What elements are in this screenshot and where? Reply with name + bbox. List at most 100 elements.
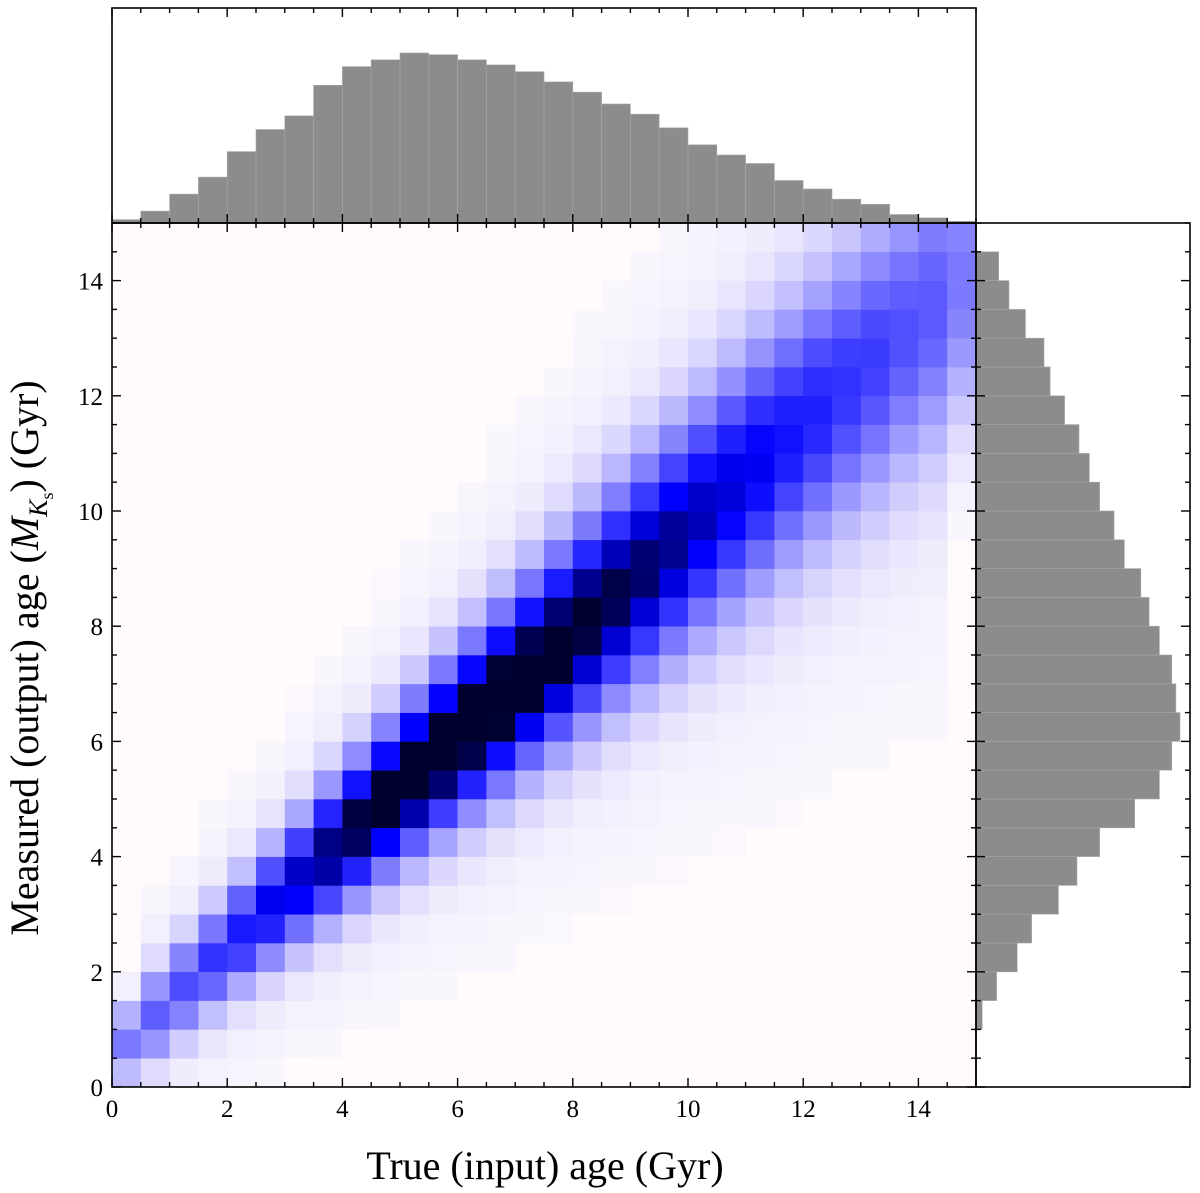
heatmap-cell — [601, 626, 631, 656]
heatmap-cell — [544, 482, 574, 512]
heatmap-cell — [630, 453, 660, 483]
heatmap-cell — [140, 885, 170, 915]
heatmap-cell — [169, 1058, 199, 1088]
tick-marks — [111, 8, 1190, 1088]
heatmap-cell — [284, 885, 314, 915]
heatmap-cell — [918, 223, 948, 253]
heatmap-cell — [832, 251, 862, 281]
heatmap-cell — [227, 827, 257, 857]
heatmap-cell — [889, 309, 919, 339]
heatmap-cell — [832, 280, 862, 310]
heatmap-cell — [803, 741, 833, 771]
heatmap-cell — [486, 799, 516, 829]
top-histogram-bar — [831, 198, 862, 224]
heatmap-cell — [457, 597, 487, 627]
heatmap-cell — [342, 799, 372, 829]
heatmap-cell — [803, 395, 833, 425]
heatmap-cell — [486, 943, 516, 973]
heatmap-cell — [832, 482, 862, 512]
heatmap-cell — [601, 712, 631, 742]
heatmap-cell — [774, 338, 804, 368]
right-histogram-bar — [975, 885, 1059, 915]
heatmap-cell — [803, 482, 833, 512]
heatmap-cell — [140, 943, 170, 973]
right-histogram-bar — [975, 568, 1142, 598]
heatmap-cell — [716, 280, 746, 310]
heatmap-cell — [342, 770, 372, 800]
heatmap-cell — [515, 626, 545, 656]
heatmap-cell — [256, 770, 286, 800]
heatmap-cell — [601, 655, 631, 685]
heatmap-cell — [313, 827, 343, 857]
heatmap-cell — [169, 914, 199, 944]
heatmap-cell — [832, 424, 862, 454]
heatmap-cell — [572, 770, 602, 800]
heatmap-cell — [486, 712, 516, 742]
heatmap-cell — [515, 827, 545, 857]
heatmap-cell — [112, 971, 142, 1001]
heatmap-cell — [832, 539, 862, 569]
x-tick-label: 4 — [336, 1096, 349, 1123]
heatmap-cell — [889, 568, 919, 598]
heatmap-cell — [860, 309, 890, 339]
heatmap-cell — [745, 511, 775, 541]
heatmap-cell — [803, 251, 833, 281]
heatmap-cell — [601, 770, 631, 800]
heatmap-cell — [544, 597, 574, 627]
heatmap-cell — [544, 539, 574, 569]
right-histogram-bar — [975, 597, 1150, 627]
heatmap-cell — [112, 1058, 142, 1088]
heatmap-cell — [803, 597, 833, 627]
heatmap-cell — [860, 251, 890, 281]
heatmap-cell — [889, 539, 919, 569]
heatmap-cell — [284, 856, 314, 886]
heatmap-cell — [832, 511, 862, 541]
heatmap-cell — [169, 1000, 199, 1030]
heatmap-cell — [659, 453, 689, 483]
heatmap-cell — [572, 511, 602, 541]
heatmap-cell — [428, 597, 458, 627]
heatmap-cell — [256, 914, 286, 944]
heatmap-cell — [860, 712, 890, 742]
heatmap-cell — [601, 856, 631, 886]
heatmap-cell — [342, 655, 372, 685]
heatmap-cell — [313, 770, 343, 800]
heatmap-cell — [716, 799, 746, 829]
heatmap-cell — [860, 280, 890, 310]
heatmap-cell — [313, 971, 343, 1001]
heatmap-cell — [745, 453, 775, 483]
heatmap-cell — [601, 280, 631, 310]
y-tick-label: 10 — [78, 499, 103, 526]
heatmap-cell — [428, 712, 458, 742]
heatmap-cell — [371, 1000, 401, 1030]
heatmap-cell — [400, 799, 430, 829]
heatmap-cell — [860, 597, 890, 627]
heatmap-cell — [227, 943, 257, 973]
heatmap-cell — [832, 309, 862, 339]
heatmap-cell — [803, 626, 833, 656]
heatmap-cell — [659, 367, 689, 397]
heatmap-cell — [400, 655, 430, 685]
heatmap-cell — [889, 712, 919, 742]
y-tick-label: 0 — [91, 1075, 104, 1102]
heatmap-cell — [659, 280, 689, 310]
heatmap-cell — [659, 223, 689, 253]
top-histogram — [111, 52, 977, 224]
heatmap-cell — [745, 395, 775, 425]
heatmap-cell — [256, 856, 286, 886]
heatmap-cell — [918, 251, 948, 281]
heatmap-cell — [716, 251, 746, 281]
heatmap-cell — [486, 655, 516, 685]
heatmap-cell — [342, 712, 372, 742]
heatmap-cell — [572, 338, 602, 368]
heatmap-cell — [198, 943, 228, 973]
heatmap-cell — [860, 367, 890, 397]
heatmap-cell — [313, 914, 343, 944]
heatmap-cell — [227, 971, 257, 1001]
top-histogram-bar — [399, 52, 430, 224]
right-histogram-bar — [975, 625, 1160, 656]
heatmap-cell — [428, 770, 458, 800]
heatmap-cell — [630, 511, 660, 541]
heatmap-cell — [515, 914, 545, 944]
heatmap-cell — [400, 597, 430, 627]
